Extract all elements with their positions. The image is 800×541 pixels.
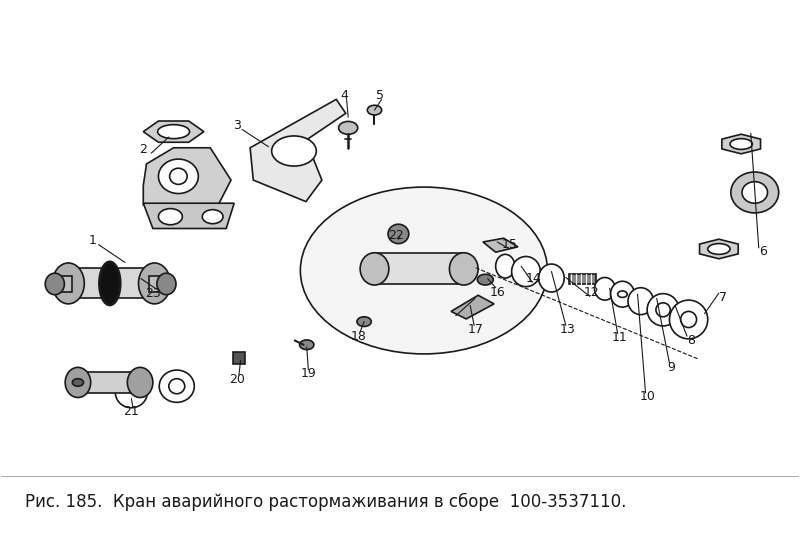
Ellipse shape bbox=[656, 303, 670, 317]
Text: 4: 4 bbox=[340, 89, 348, 102]
Bar bbox=[55, 276, 72, 292]
Ellipse shape bbox=[169, 379, 185, 394]
Ellipse shape bbox=[594, 278, 615, 300]
Ellipse shape bbox=[170, 168, 187, 184]
Polygon shape bbox=[143, 121, 204, 142]
Text: 22: 22 bbox=[388, 229, 404, 242]
Ellipse shape bbox=[115, 378, 147, 408]
Text: 10: 10 bbox=[639, 391, 655, 404]
Text: 11: 11 bbox=[611, 331, 627, 344]
Ellipse shape bbox=[127, 367, 153, 398]
Ellipse shape bbox=[53, 263, 84, 304]
Text: 19: 19 bbox=[301, 367, 316, 380]
Ellipse shape bbox=[647, 294, 679, 326]
Circle shape bbox=[338, 121, 358, 134]
Ellipse shape bbox=[731, 172, 778, 213]
Ellipse shape bbox=[681, 312, 697, 327]
Circle shape bbox=[357, 317, 371, 326]
Text: 17: 17 bbox=[468, 323, 484, 336]
Ellipse shape bbox=[628, 288, 654, 315]
Text: 20: 20 bbox=[229, 373, 245, 386]
Polygon shape bbox=[722, 134, 761, 154]
Circle shape bbox=[478, 274, 494, 285]
Polygon shape bbox=[451, 295, 494, 319]
Circle shape bbox=[367, 105, 382, 115]
Ellipse shape bbox=[99, 262, 120, 305]
Text: 13: 13 bbox=[559, 323, 575, 336]
Circle shape bbox=[272, 136, 316, 166]
Ellipse shape bbox=[158, 124, 190, 138]
Text: 18: 18 bbox=[350, 329, 366, 342]
Ellipse shape bbox=[742, 182, 767, 203]
Circle shape bbox=[300, 187, 547, 354]
Ellipse shape bbox=[202, 210, 223, 223]
Bar bbox=[569, 274, 596, 285]
Text: 14: 14 bbox=[526, 272, 542, 285]
Bar bbox=[149, 276, 166, 292]
Ellipse shape bbox=[388, 224, 409, 243]
Ellipse shape bbox=[670, 300, 708, 339]
Text: 6: 6 bbox=[758, 245, 766, 258]
Text: 12: 12 bbox=[583, 286, 599, 299]
Ellipse shape bbox=[158, 159, 198, 194]
Text: 2: 2 bbox=[139, 143, 147, 156]
Ellipse shape bbox=[538, 264, 564, 292]
Text: 16: 16 bbox=[490, 286, 505, 299]
Polygon shape bbox=[143, 203, 234, 228]
Circle shape bbox=[72, 379, 83, 386]
Ellipse shape bbox=[512, 256, 540, 287]
Ellipse shape bbox=[360, 253, 389, 285]
Text: 9: 9 bbox=[667, 361, 675, 374]
Text: 15: 15 bbox=[502, 238, 518, 251]
Ellipse shape bbox=[138, 263, 170, 304]
Ellipse shape bbox=[158, 209, 182, 225]
Ellipse shape bbox=[730, 138, 752, 149]
Bar bbox=[374, 253, 464, 285]
Text: 23: 23 bbox=[145, 287, 161, 300]
Bar bbox=[68, 268, 154, 299]
Circle shape bbox=[299, 340, 314, 349]
Text: 8: 8 bbox=[687, 334, 695, 347]
Ellipse shape bbox=[450, 253, 478, 285]
Text: 5: 5 bbox=[376, 89, 384, 102]
Polygon shape bbox=[699, 239, 738, 259]
Ellipse shape bbox=[610, 281, 634, 307]
Ellipse shape bbox=[159, 370, 194, 403]
Polygon shape bbox=[250, 100, 346, 202]
Circle shape bbox=[618, 291, 627, 298]
Ellipse shape bbox=[496, 254, 515, 278]
Ellipse shape bbox=[65, 367, 90, 398]
Text: Рис. 185.  Кран аварийного растормаживания в сборе  100-3537110.: Рис. 185. Кран аварийного растормаживани… bbox=[26, 493, 626, 511]
Bar bbox=[78, 372, 140, 393]
Ellipse shape bbox=[157, 273, 176, 295]
Text: 7: 7 bbox=[719, 291, 727, 304]
Ellipse shape bbox=[708, 243, 730, 254]
Polygon shape bbox=[143, 148, 231, 205]
Text: 1: 1 bbox=[89, 234, 97, 247]
Text: 3: 3 bbox=[233, 118, 241, 131]
Bar bbox=[233, 352, 246, 364]
Ellipse shape bbox=[46, 273, 64, 295]
Polygon shape bbox=[483, 238, 518, 252]
Text: 21: 21 bbox=[123, 405, 139, 418]
